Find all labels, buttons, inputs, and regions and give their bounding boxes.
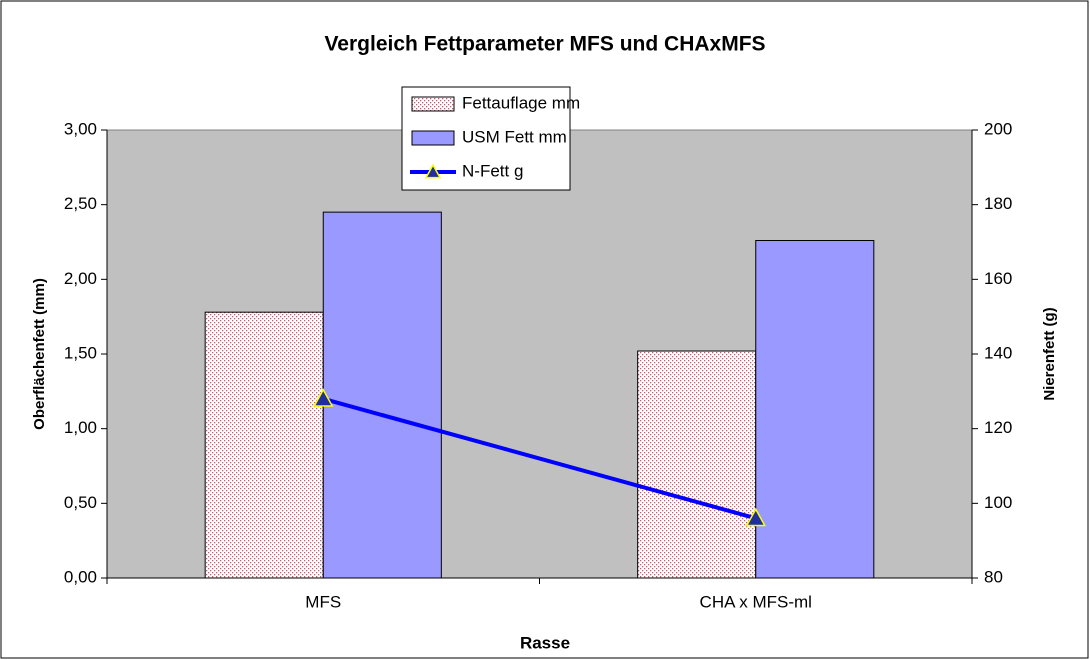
bar	[322, 211, 442, 579]
legend-label: Fettauflage mm	[462, 93, 580, 112]
legend-marker	[424, 163, 442, 179]
marker	[745, 507, 767, 527]
marker	[312, 388, 334, 407]
x-tick-label: CHA x MFS-ml	[700, 592, 812, 611]
bar	[637, 350, 757, 579]
legend-swatch	[411, 96, 455, 112]
y-tick-label: 0,50	[64, 493, 97, 512]
bar	[204, 311, 324, 579]
y2-tick-label: 180	[984, 194, 1012, 213]
y2-axis-label: Nierenfett (g)	[1041, 307, 1058, 400]
legend-label: N-Fett g	[462, 161, 523, 180]
y-tick-label: 3,00	[64, 119, 97, 138]
y-tick-label: 0,00	[64, 567, 97, 586]
y2-tick-label: 80	[984, 567, 1003, 586]
y2-tick-label: 140	[984, 343, 1012, 362]
chart-title: Vergleich Fettparameter MFS und CHAxMFS	[324, 33, 765, 56]
x-axis-label: Rasse	[520, 633, 570, 652]
x-tick-label: MFS	[305, 592, 341, 611]
y2-tick-label: 100	[984, 493, 1012, 512]
bar	[755, 240, 875, 579]
y-tick-label: 1,50	[64, 343, 97, 362]
legend-label: USM Fett mm	[462, 127, 567, 146]
y-tick-label: 2,50	[64, 194, 97, 213]
line	[322, 396, 757, 521]
y-tick-label: 1,00	[64, 418, 97, 437]
y2-tick-label: 120	[984, 418, 1012, 437]
y-axis-label: Oberflächenfett (mm)	[31, 278, 48, 430]
y2-tick-label: 160	[984, 269, 1012, 288]
y-tick-label: 2,00	[64, 269, 97, 288]
legend-swatch	[411, 130, 455, 146]
y2-tick-label: 200	[984, 119, 1012, 138]
